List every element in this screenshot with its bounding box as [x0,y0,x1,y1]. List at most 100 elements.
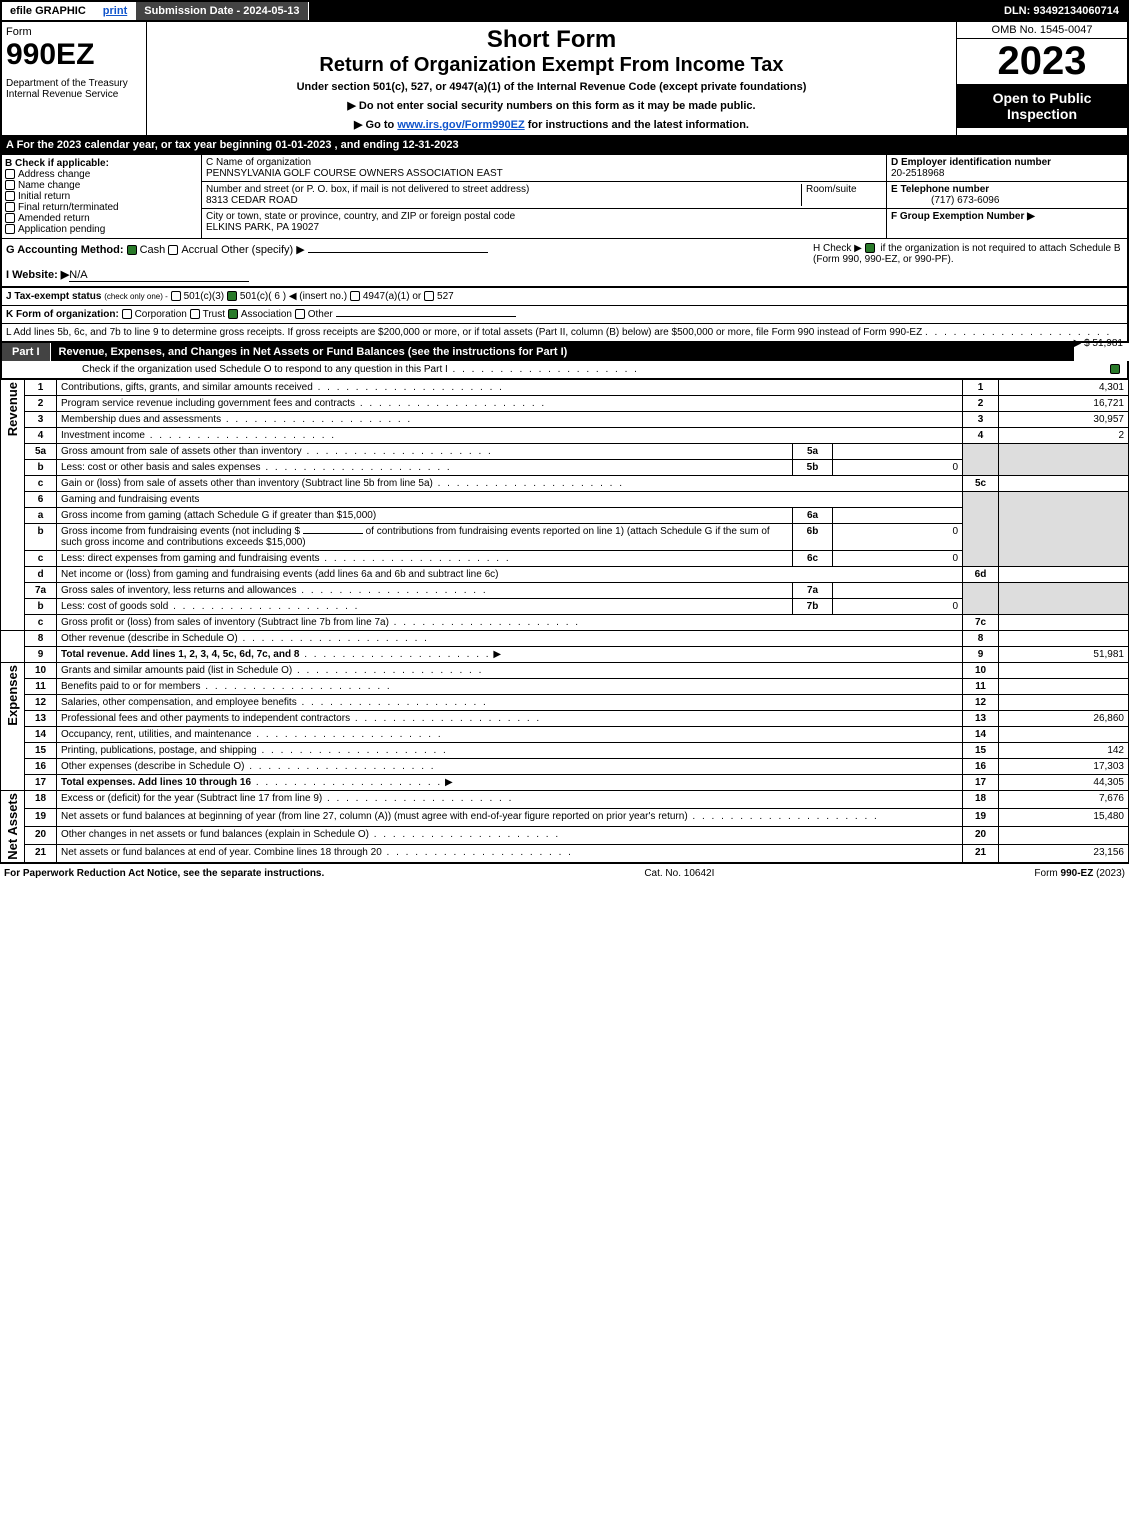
amt-1: 4,301 [999,380,1129,396]
checkbox-4947[interactable] [350,291,360,301]
checkbox-name[interactable] [5,180,15,190]
print-link[interactable]: print [95,2,136,20]
checkbox-amended[interactable] [5,213,15,223]
desc-5c: Gain or (loss) from sale of assets other… [61,478,433,489]
desc-8: Other revenue (describe in Schedule O) [61,633,238,644]
checkbox-initial[interactable] [5,191,15,201]
checkbox-cash[interactable] [127,245,137,255]
rn-10: 10 [963,663,999,679]
j-label: J Tax-exempt status [6,291,101,302]
rn-1: 1 [963,380,999,396]
ln-20: 20 [25,826,57,844]
rn-12: 12 [963,695,999,711]
submission-date: Submission Date - 2024-05-13 [136,2,308,20]
sv-6a [833,508,963,524]
amt-16: 17,303 [999,759,1129,775]
checkbox-h[interactable] [865,243,875,253]
rn-16: 16 [963,759,999,775]
checkbox-final[interactable] [5,202,15,212]
rn-21: 21 [963,844,999,862]
desc-3: Membership dues and assessments [61,414,221,425]
sn-6c: 6c [793,551,833,567]
j-sub: (check only one) - [104,292,168,301]
rn-6d: 6d [963,567,999,583]
amt-19: 15,480 [999,808,1129,826]
checkbox-pending[interactable] [5,224,15,234]
amt-15: 142 [999,743,1129,759]
amt-18: 7,676 [999,791,1129,809]
ln-6b: b [25,524,57,551]
desc-6c: Less: direct expenses from gaming and fu… [61,553,319,564]
ln-9: 9 [25,647,57,663]
rn-7c: 7c [963,615,999,631]
amt-10 [999,663,1129,679]
footer: For Paperwork Reduction Act Notice, see … [0,863,1129,883]
desc-6b1: Gross income from fundraising events (no… [61,526,300,537]
part1-table: Revenue 1 Contributions, gifts, grants, … [0,379,1129,863]
row-g-h: G Accounting Method: Cash Accrual Other … [0,238,1129,288]
checkbox-accrual[interactable] [168,245,178,255]
sv-6b: 0 [833,524,963,551]
checkbox-501c3[interactable] [171,291,181,301]
ln-5b: b [25,460,57,476]
desc-14: Occupancy, rent, utilities, and maintena… [61,729,251,740]
desc-5a: Gross amount from sale of assets other t… [61,446,302,457]
amt-5c [999,476,1129,492]
amt-2: 16,721 [999,396,1129,412]
vlabel-expenses: Expenses [5,665,20,726]
section-a: A For the 2023 calendar year, or tax yea… [0,137,1129,155]
ln-10: 10 [25,663,57,679]
rn-19: 19 [963,808,999,826]
rn-9: 9 [963,647,999,663]
rn-11: 11 [963,679,999,695]
opt-amended: Amended return [18,213,90,224]
city-label: City or town, state or province, country… [206,211,515,222]
ln-2: 2 [25,396,57,412]
col-b: B Check if applicable: Address change Na… [2,155,202,238]
checkbox-scho[interactable] [1110,364,1120,374]
checkbox-other[interactable] [295,309,305,319]
bullet-no-ssn: ▶ Do not enter social security numbers o… [151,99,952,112]
k-label: K Form of organization: [6,309,119,320]
efile-label: efile GRAPHIC [2,2,95,20]
desc-9: Total revenue. Add lines 1, 2, 3, 4, 5c,… [61,649,299,660]
rn-18: 18 [963,791,999,809]
desc-2: Program service revenue including govern… [61,398,355,409]
amt-13: 26,860 [999,711,1129,727]
footer-right: Form 990-EZ (2023) [1034,868,1125,879]
part1-tab: Part I [2,343,51,361]
j-4947: 4947(a)(1) or [363,291,421,302]
checkbox-501c[interactable] [227,291,237,301]
amt-4: 2 [999,428,1129,444]
k-other: Other [308,309,333,320]
checkbox-address[interactable] [5,169,15,179]
sn-7b: 7b [793,599,833,615]
desc-18: Excess or (deficit) for the year (Subtra… [61,793,322,804]
sn-5a: 5a [793,444,833,460]
sv-5b: 0 [833,460,963,476]
col-def: D Employer identification number 20-2518… [887,155,1127,238]
ln-6d: d [25,567,57,583]
rn-5c: 5c [963,476,999,492]
org-name: PENNSYLVANIA GOLF COURSE OWNERS ASSOCIAT… [206,168,503,179]
l-text: L Add lines 5b, 6c, and 7b to line 9 to … [6,327,922,338]
desc-20: Other changes in net assets or fund bala… [61,829,369,840]
checkbox-corp[interactable] [122,309,132,319]
sn-7a: 7a [793,583,833,599]
checkbox-trust[interactable] [190,309,200,319]
ln-7a: 7a [25,583,57,599]
g-accrual: Accrual [181,244,218,256]
part1-check: Check if the organization used Schedule … [0,361,1129,379]
short-form-title: Short Form [151,26,952,54]
rn-4: 4 [963,428,999,444]
g-cash: Cash [140,244,166,256]
checkbox-assoc[interactable] [228,309,238,319]
irs-link[interactable]: www.irs.gov/Form990EZ [397,119,524,131]
desc-4: Investment income [61,430,145,441]
sv-7a [833,583,963,599]
checkbox-527[interactable] [424,291,434,301]
ln-18: 18 [25,791,57,809]
ln-1: 1 [25,380,57,396]
ln-8: 8 [25,631,57,647]
rn-17: 17 [963,775,999,791]
